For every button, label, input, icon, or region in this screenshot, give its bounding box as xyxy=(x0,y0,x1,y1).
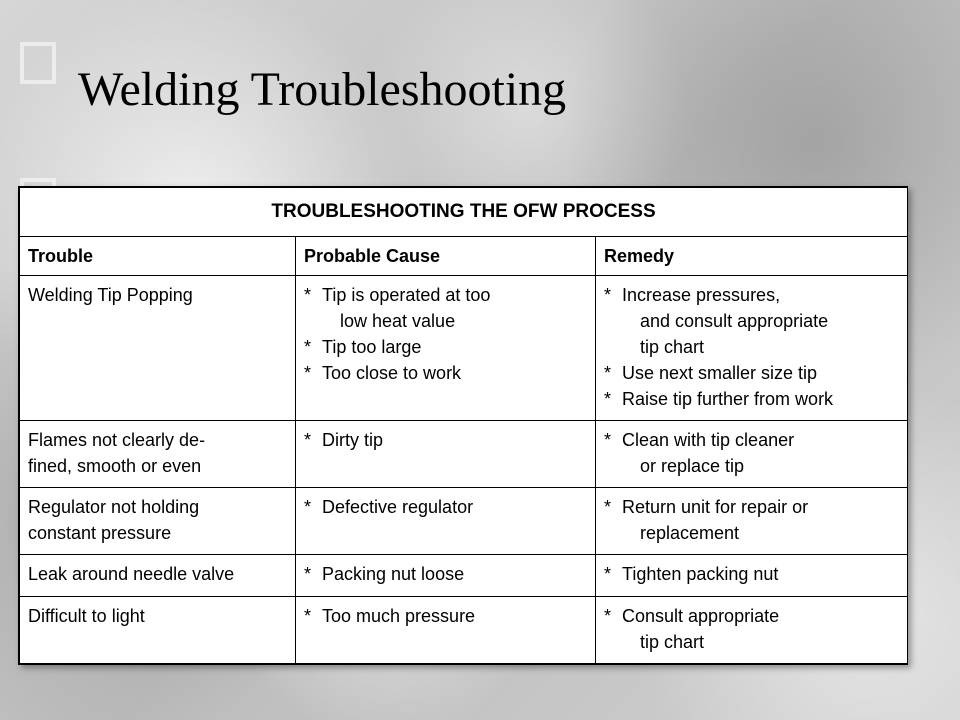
trouble-cell: Flames not clearly de-fined, smooth or e… xyxy=(20,421,296,488)
column-header-cause: Probable Cause xyxy=(296,236,596,275)
remedy-cell: Increase pressures,and consult appropria… xyxy=(596,275,908,420)
cause-cell: Packing nut loose xyxy=(296,555,596,596)
table-row: Leak around needle valvePacking nut loos… xyxy=(20,555,908,596)
trouble-cell: Difficult to light xyxy=(20,596,296,663)
remedy-cell: Consult appropriatetip chart xyxy=(596,596,908,663)
slide-title: Welding Troubleshooting xyxy=(78,62,566,117)
remedy-cell: Tighten packing nut xyxy=(596,555,908,596)
trouble-cell: Regulator not holdingconstant pressure xyxy=(20,488,296,555)
table-row: Flames not clearly de-fined, smooth or e… xyxy=(20,421,908,488)
trouble-cell: Welding Tip Popping xyxy=(20,275,296,420)
table-row: Regulator not holdingconstant pressureDe… xyxy=(20,488,908,555)
table-row: Welding Tip PoppingTip is operated at to… xyxy=(20,275,908,420)
troubleshooting-table: TROUBLESHOOTING THE OFW PROCESS Trouble … xyxy=(18,186,908,665)
table-row: Difficult to lightToo much pressureConsu… xyxy=(20,596,908,663)
cause-cell: Defective regulator xyxy=(296,488,596,555)
cause-cell: Dirty tip xyxy=(296,421,596,488)
slide-decoration xyxy=(20,42,56,84)
remedy-cell: Return unit for repair orreplacement xyxy=(596,488,908,555)
cause-cell: Tip is operated at toolow heat valueTip … xyxy=(296,275,596,420)
remedy-cell: Clean with tip cleaneror replace tip xyxy=(596,421,908,488)
column-header-trouble: Trouble xyxy=(20,236,296,275)
cause-cell: Too much pressure xyxy=(296,596,596,663)
table-title: TROUBLESHOOTING THE OFW PROCESS xyxy=(20,188,908,237)
column-header-remedy: Remedy xyxy=(596,236,908,275)
trouble-cell: Leak around needle valve xyxy=(20,555,296,596)
